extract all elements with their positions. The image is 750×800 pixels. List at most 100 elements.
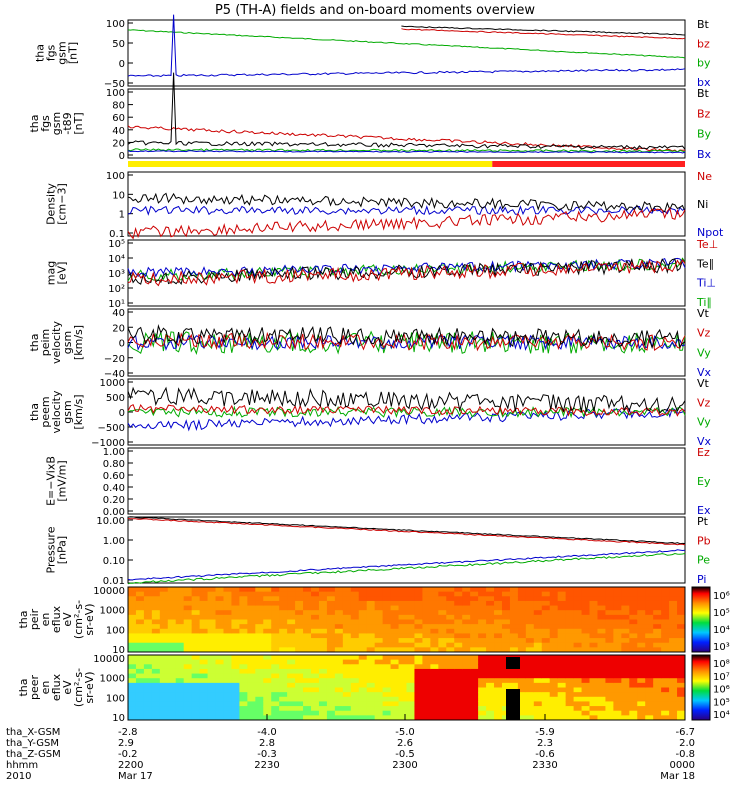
heatmap-cell <box>366 605 376 611</box>
heatmap-cell <box>143 692 153 698</box>
heatmap-cell <box>613 591 622 597</box>
heatmap-cell <box>509 633 519 639</box>
heatmap-cell <box>143 614 153 620</box>
heatmap-cell <box>167 659 177 665</box>
heatmap-cell <box>533 682 543 688</box>
heatmap-cell <box>143 673 153 679</box>
heatmap-cell <box>350 587 360 593</box>
heatmap-cell <box>143 668 153 675</box>
heatmap-cell <box>255 628 264 634</box>
heatmap-cell <box>159 619 169 625</box>
heatmap-cell <box>279 614 288 620</box>
trace-bz <box>127 125 686 153</box>
heatmap-cell <box>605 710 614 716</box>
heatmap-cell <box>653 664 662 670</box>
y-axis-label: [km/s] <box>72 325 85 360</box>
heatmap-cell <box>494 715 503 721</box>
heatmap-cell <box>239 659 248 665</box>
heatmap-cell <box>621 668 630 675</box>
heatmap-cell <box>478 638 487 644</box>
heatmap-cell <box>167 610 177 616</box>
heatmap-cell <box>509 628 519 634</box>
heatmap-cell <box>143 710 153 716</box>
heatmap-cell <box>605 696 614 702</box>
colorbar-tick-label: 10⁵ <box>713 697 730 708</box>
heatmap-cell <box>661 682 670 688</box>
heatmap-cell <box>454 610 463 616</box>
heatmap-cell <box>573 701 583 707</box>
legend-Te∥: Te∥ <box>696 257 714 270</box>
heatmap-cell <box>183 710 193 716</box>
heatmap-cell <box>326 642 336 648</box>
heatmap-cell <box>318 587 328 593</box>
heatmap-cell <box>175 633 185 639</box>
heatmap-cell <box>494 664 503 670</box>
heatmap-cell <box>151 600 161 607</box>
heatmap-cell <box>128 591 137 597</box>
heatmap-cell <box>342 619 352 625</box>
heatmap-cell <box>183 628 193 634</box>
heatmap-cell <box>390 659 400 665</box>
heatmap-cell <box>318 659 328 665</box>
heatmap-cell <box>311 591 320 597</box>
heatmap-cell <box>517 642 527 648</box>
heatmap-cell <box>374 624 384 630</box>
heatmap-cell <box>199 624 209 630</box>
panel-6: thapeemvelocitygsm[km/s]10005000−500−100… <box>28 377 712 449</box>
heatmap-cell <box>422 624 431 630</box>
heatmap-cell <box>509 642 519 648</box>
heatmap-cell <box>295 659 304 665</box>
heatmap-cell <box>143 642 153 648</box>
heatmap-cell <box>334 710 344 716</box>
heatmap-cell <box>557 687 567 693</box>
heatmap-cell <box>478 659 487 665</box>
y-axis-label: eflux <box>50 673 63 701</box>
heatmap-cell <box>334 605 344 611</box>
heatmap-cell <box>215 659 224 665</box>
colorbar-tick-label: 10⁴ <box>713 625 730 636</box>
heatmap-cell <box>334 600 344 607</box>
y-axis-label: peem <box>39 396 52 427</box>
heatmap-cell <box>462 619 471 625</box>
heatmap-cell <box>311 628 320 634</box>
heatmap-cell <box>159 591 169 597</box>
heatmap-cell <box>541 687 551 693</box>
heatmap-cell <box>406 668 415 675</box>
heatmap-cell <box>167 706 177 712</box>
heatmap-cell <box>279 659 288 665</box>
heatmap-cell <box>573 619 583 625</box>
heatmap-cell <box>287 642 296 648</box>
heatmap-cell <box>557 642 567 648</box>
heatmap-cell <box>629 659 638 665</box>
heatmap-cell <box>557 701 567 707</box>
heatmap-cell <box>478 664 487 670</box>
heatmap-cell <box>438 692 447 698</box>
heatmap-cell <box>462 610 471 616</box>
heatmap-cell <box>135 614 145 620</box>
legend-Pi: Pi <box>697 573 706 586</box>
heatmap-cell <box>494 633 503 639</box>
heatmap-cell <box>366 587 376 593</box>
heatmap-cell <box>295 642 304 648</box>
heatmap-cell <box>199 638 209 644</box>
heatmap-cell <box>374 614 384 620</box>
heatmap-cell <box>525 706 535 712</box>
legend-bx: bx <box>697 76 711 89</box>
heatmap-cell <box>533 610 543 616</box>
heatmap-cell <box>573 610 583 616</box>
heatmap-cell <box>533 655 543 661</box>
heatmap-cell <box>597 710 606 716</box>
heatmap-cell <box>414 610 423 616</box>
heatmap-cell <box>135 655 145 661</box>
heatmap-cell <box>637 610 646 616</box>
heatmap-cell <box>287 628 296 634</box>
heatmap-cell <box>533 678 543 684</box>
heatmap-cell <box>565 591 575 597</box>
heatmap-cell <box>549 596 559 602</box>
heatmap-cell <box>414 673 423 679</box>
heatmap-cell <box>677 673 686 679</box>
y-tick-label: 1000 <box>100 606 125 617</box>
heatmap-cell <box>565 596 575 602</box>
heatmap-cell <box>135 600 145 607</box>
heatmap-cell <box>175 591 185 597</box>
